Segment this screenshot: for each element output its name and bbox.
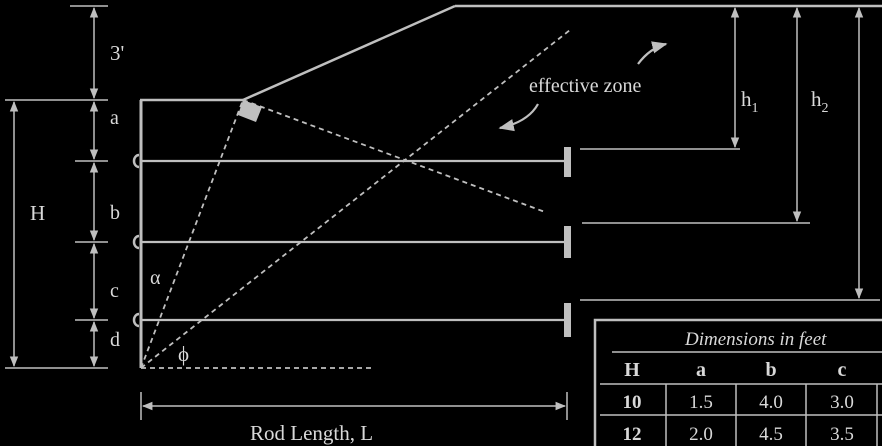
table-header-c: c — [838, 359, 847, 381]
label-b: b — [110, 202, 120, 224]
failure-plane-alpha — [140, 99, 244, 369]
table-cell-r1-H: 10 — [623, 392, 642, 413]
effective-zone-arrow-right — [637, 41, 668, 65]
slope-normal-line — [242, 99, 546, 213]
table-header-a: a — [696, 359, 706, 381]
failure-plane-phi — [140, 29, 571, 369]
table-cell-r2-c: 3.5 — [830, 424, 854, 445]
label-a: a — [110, 107, 119, 129]
right-angle-marker — [238, 100, 262, 122]
table-cell-r1-a: 1.5 — [689, 392, 713, 413]
table-header-H: H — [624, 359, 640, 381]
rod-nut-3 — [132, 312, 140, 328]
label-d: d — [110, 329, 120, 351]
table-cell-r2-H: 12 — [623, 424, 642, 445]
table-header-b: b — [765, 359, 776, 381]
table-cell-r1-b: 4.0 — [759, 392, 783, 413]
label-H: H — [30, 201, 45, 225]
dimensions-table — [593, 318, 882, 446]
label-rod-length: Rod Length, L — [250, 421, 373, 445]
table-cell-r2-a: 2.0 — [689, 424, 713, 445]
rod-nut-2 — [132, 234, 140, 250]
label-c: c — [110, 280, 119, 302]
anchor-plate-2 — [564, 226, 571, 258]
label-effective-zone: effective zone — [529, 75, 641, 97]
effective-zone-arrow-left — [498, 103, 539, 132]
label-3ft: 3' — [110, 41, 124, 65]
anchor-plate-1 — [564, 147, 571, 177]
label-h1: h1 — [741, 87, 759, 116]
label-phi: ϕ — [178, 342, 189, 366]
anchor-plate-3 — [564, 303, 571, 337]
table-caption: Dimensions in feet — [684, 329, 827, 350]
table-cell-r1-c: 3.0 — [830, 392, 854, 413]
label-h2: h2 — [811, 87, 829, 116]
rod-nut-1 — [132, 153, 140, 169]
table-cell-r2-b: 4.5 — [759, 424, 783, 445]
label-alpha: α — [150, 267, 161, 289]
ground-slope-line — [242, 4, 456, 102]
